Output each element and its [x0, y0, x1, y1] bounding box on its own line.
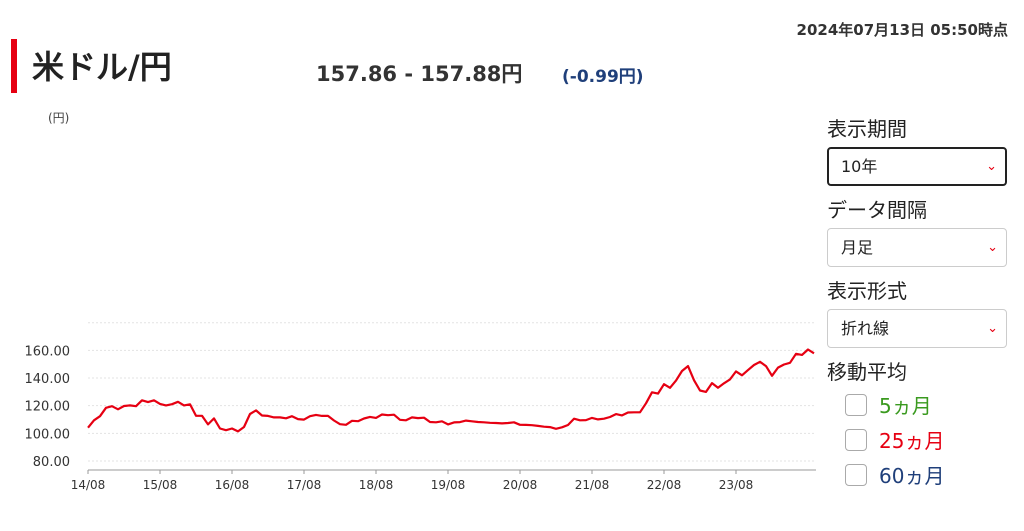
chevron-down-icon: ⌄ [987, 240, 998, 255]
y-tick-label: 80.00 [33, 455, 70, 470]
price-chart: 80.00 100.00 120.00 140.00 160.00 (円) 14/08 15/… [25, 111, 816, 492]
y-tick-label: 120.00 [25, 400, 71, 415]
moving-average-label: 移動平均 [827, 360, 907, 384]
usdjpy-series-line [87, 348, 815, 433]
x-tick-label: 20/08 [503, 478, 538, 492]
title-accent-bar [11, 39, 17, 93]
page-title: 米ドル/円 [32, 48, 172, 86]
x-tick-label: 23/08 [719, 478, 754, 492]
chevron-down-icon: ⌄ [986, 159, 997, 174]
y-tick-label: 160.00 [25, 344, 71, 359]
y-axis-unit: (円) [48, 111, 69, 125]
x-tick-label: 15/08 [143, 478, 178, 492]
x-tick-label: 16/08 [215, 478, 250, 492]
x-tick-label: 14/08 [71, 478, 106, 492]
period-select-value: 10年 [841, 157, 878, 176]
x-tick-label: 17/08 [287, 478, 322, 492]
ma-25-label: 25ヵ月 [879, 429, 945, 453]
chevron-down-icon: ⌄ [987, 321, 998, 336]
format-select-value: 折れ線 [841, 319, 890, 338]
price-range: 157.86 - 157.88円 [316, 62, 523, 86]
ma-5-label: 5ヵ月 [879, 394, 932, 418]
x-tick-label: 18/08 [359, 478, 394, 492]
interval-select[interactable]: 月足 ⌄ [827, 228, 1007, 267]
price-change: (-0.99円) [562, 67, 644, 87]
ma-5-checkbox[interactable] [845, 393, 867, 416]
x-tick-label: 22/08 [647, 478, 682, 492]
interval-select-value: 月足 [841, 238, 874, 257]
period-label: 表示期間 [827, 117, 907, 141]
ma-option-60[interactable]: 60ヵ月 [845, 457, 1007, 492]
period-select[interactable]: 10年 ⌄ [827, 147, 1007, 186]
interval-label: データ間隔 [827, 198, 927, 222]
ma-60-checkbox[interactable] [845, 463, 867, 486]
x-tick-label: 19/08 [431, 478, 466, 492]
y-tick-label: 100.00 [25, 427, 71, 442]
ma-60-label: 60ヵ月 [879, 464, 945, 488]
ma-option-25[interactable]: 25ヵ月 [845, 422, 1007, 457]
y-tick-label: 140.00 [25, 372, 71, 387]
ma-25-checkbox[interactable] [845, 428, 867, 451]
format-select[interactable]: 折れ線 ⌄ [827, 309, 1007, 348]
format-label: 表示形式 [827, 279, 907, 303]
timestamp: 2024年07月13日 05:50時点 [796, 21, 1008, 39]
chart-controls: 表示期間 10年 ⌄ データ間隔 月足 ⌄ 表示形式 折れ線 ⌄ 移動平均 5ヵ… [827, 114, 1007, 492]
x-tick-label: 21/08 [575, 478, 610, 492]
ma-option-5[interactable]: 5ヵ月 [845, 387, 1007, 422]
